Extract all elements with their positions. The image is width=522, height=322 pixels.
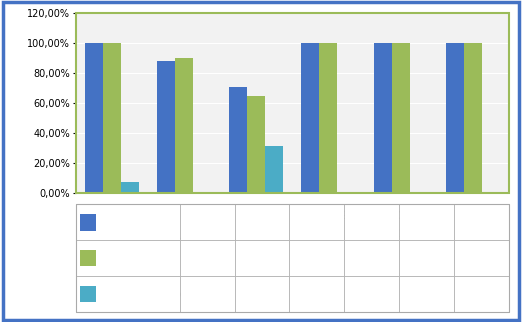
Text: 31,34%: 31,34% <box>300 290 334 299</box>
Text: 90,00%: 90,00% <box>245 254 279 263</box>
Text: J1: J1 <box>108 229 116 239</box>
Bar <box>157 61 175 193</box>
Text: 100,00%: 100,00% <box>187 254 227 263</box>
Bar <box>103 43 121 193</box>
Text: 10º: 10º <box>212 246 229 256</box>
Text: 100,00%: 100,00% <box>461 218 502 227</box>
Bar <box>229 87 247 193</box>
Text: 0%: 0% <box>364 290 379 299</box>
Text: J2: J2 <box>252 229 261 239</box>
Text: 0%: 0% <box>255 290 269 299</box>
Text: 0%: 0% <box>474 290 489 299</box>
Bar <box>121 182 139 193</box>
Text: (*): (*) <box>467 211 479 221</box>
Text: 65,00%: 65,00% <box>300 254 334 263</box>
Text: 71,00%: 71,00% <box>300 218 334 227</box>
Text: 2ºPeríodo: 2ºPeríodo <box>99 218 143 227</box>
Text: (*): (*) <box>105 211 118 221</box>
Text: 100,00%: 100,00% <box>407 218 447 227</box>
Text: 100,00%: 100,00% <box>187 218 227 227</box>
Text: 100,00%: 100,00% <box>461 254 502 263</box>
Bar <box>85 43 103 193</box>
Bar <box>464 43 482 193</box>
Text: 50,00%: 50,00% <box>310 211 347 221</box>
Text: 36,00%: 36,00% <box>382 211 419 221</box>
Text: J1: J1 <box>180 229 188 239</box>
Text: 100,00%: 100,00% <box>352 218 392 227</box>
Bar <box>247 96 265 193</box>
Text: J2: J2 <box>396 229 405 239</box>
Text: J1: J1 <box>324 229 333 239</box>
Text: 12º: 12º <box>465 246 481 256</box>
Bar <box>374 43 392 193</box>
Text: 7,30%: 7,30% <box>193 290 221 299</box>
Text: 77,00%: 77,00% <box>238 211 275 221</box>
Text: 100,00%: 100,00% <box>352 254 392 263</box>
Bar <box>301 43 319 193</box>
Bar <box>392 43 410 193</box>
Text: 100,00%: 100,00% <box>407 254 447 263</box>
Text: 3ºPeríodo: 3ºPeríodo <box>99 254 143 263</box>
Text: 11º: 11º <box>356 246 373 256</box>
Bar <box>265 146 283 193</box>
Text: J1: J1 <box>468 229 477 239</box>
Text: 0%: 0% <box>420 290 434 299</box>
Text: Módulos em atraso: Módulos em atraso <box>99 290 185 299</box>
Text: 88,00%: 88,00% <box>165 211 203 221</box>
Bar <box>446 43 464 193</box>
Bar <box>319 43 337 193</box>
Text: 88,00%: 88,00% <box>245 218 279 227</box>
Bar <box>175 58 193 193</box>
